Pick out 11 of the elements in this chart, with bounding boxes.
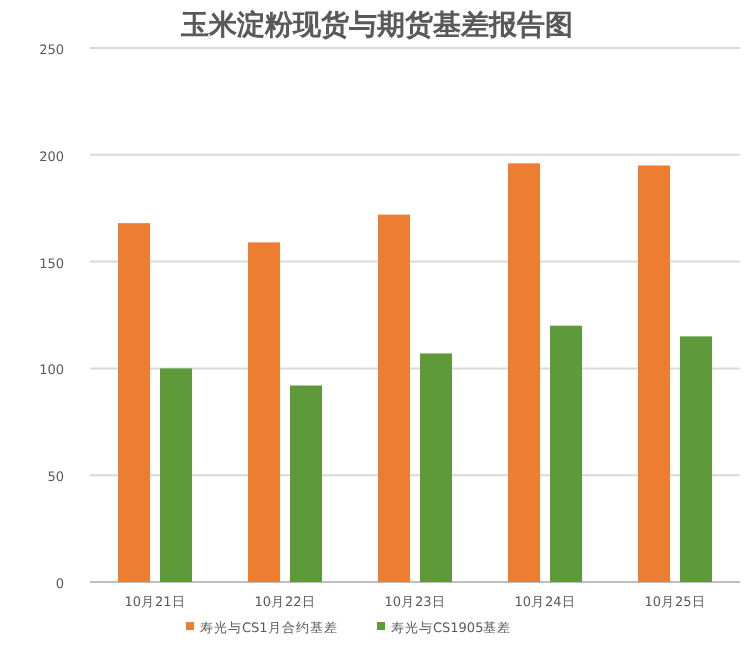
- bar: [290, 385, 322, 582]
- bar: [160, 368, 192, 582]
- bar: [638, 165, 670, 582]
- bar: [508, 163, 540, 582]
- bar: [118, 223, 150, 582]
- bar: [680, 336, 712, 582]
- bar: [248, 242, 280, 582]
- chart-title: 玉米淀粉现货与期货基差报告图: [179, 8, 573, 42]
- bar: [420, 353, 452, 582]
- bar: [550, 325, 582, 582]
- bar: [378, 214, 410, 582]
